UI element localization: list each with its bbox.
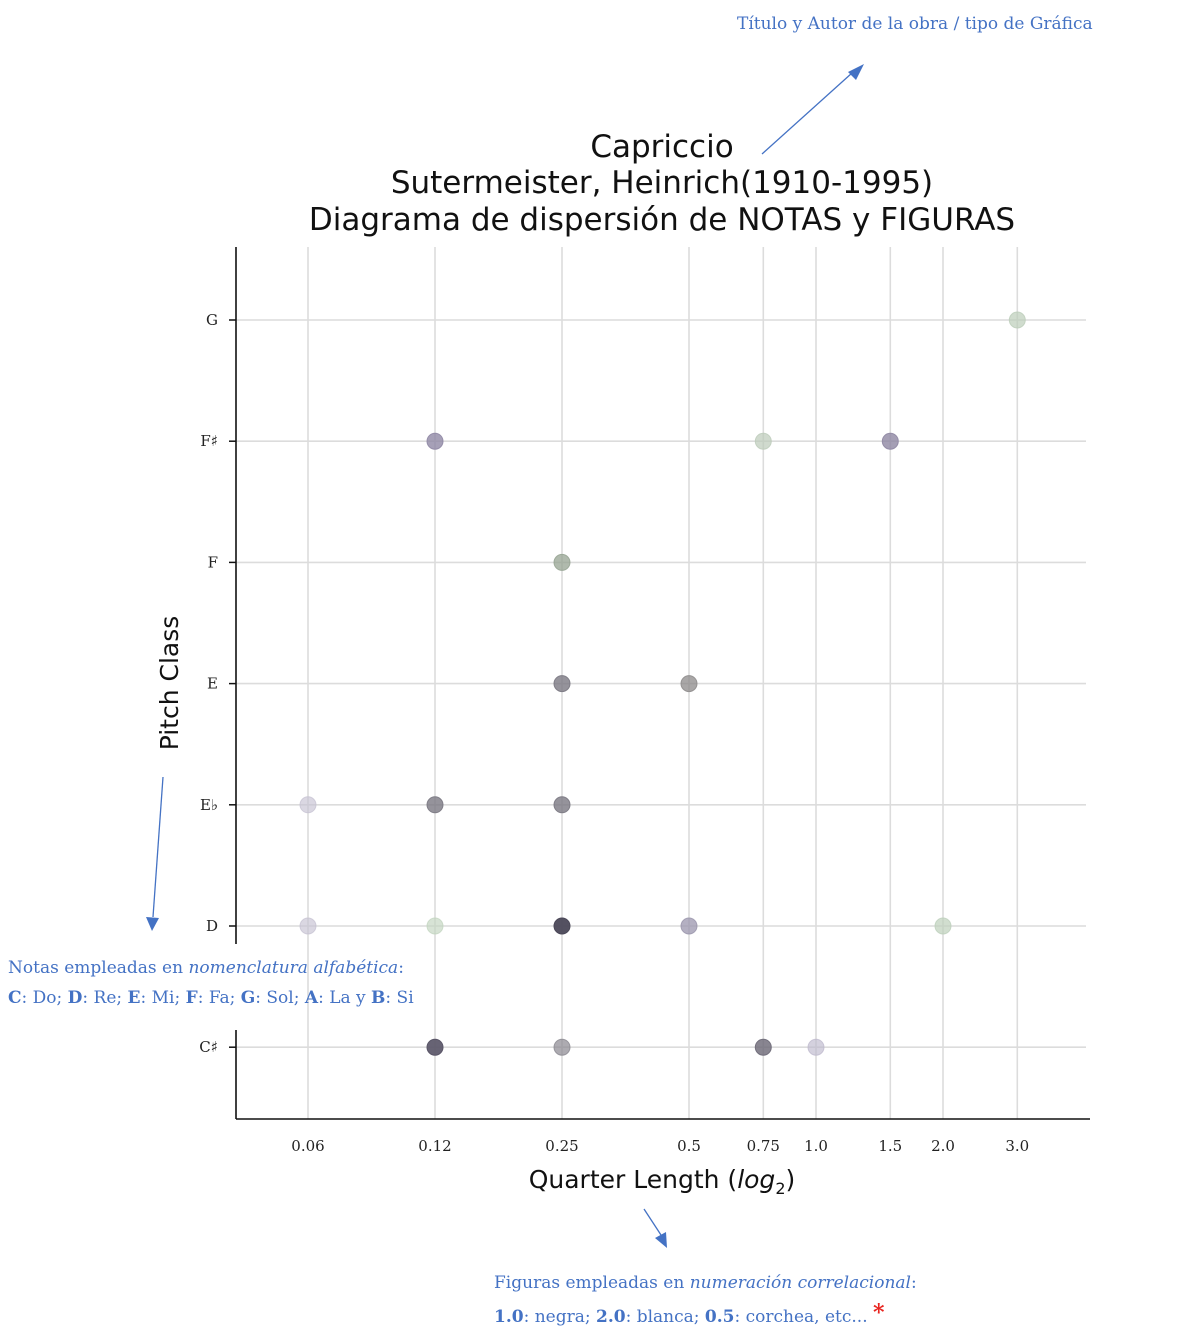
data-point — [426, 917, 444, 935]
x-tick-label: 2.0 — [931, 1137, 955, 1155]
y-axis-label: Pitch Class — [155, 616, 184, 751]
x-tick-label: 0.12 — [418, 1137, 451, 1155]
arrow-to-figures — [643, 1208, 662, 1236]
data-point — [553, 675, 571, 693]
y-tick-label: F♯ — [200, 432, 218, 450]
x-tick-label: 0.25 — [545, 1137, 578, 1155]
y-tick-label: F — [208, 553, 218, 571]
data-point — [299, 796, 317, 814]
chart-title-line-3: Diagrama de dispersión de NOTAS y FIGURA… — [309, 202, 1015, 238]
y-ticks: C♯ D E♭ E F F♯ G — [199, 311, 236, 1056]
data-point — [553, 553, 571, 571]
data-point — [807, 1038, 825, 1056]
chart-title-line-1: Capriccio — [590, 129, 733, 165]
data-point — [1008, 311, 1026, 329]
x-axis-label: Quarter Length (log2) — [529, 1165, 796, 1198]
footnote-asterisk: * — [873, 1300, 885, 1326]
notes-annotation: Notas empleadas en nomenclatura alfabéti… — [8, 953, 414, 1013]
notes-annotation-line-1: Notas empleadas en nomenclatura alfabéti… — [8, 958, 404, 978]
arrow-to-title-head — [848, 64, 864, 80]
x-ticks: 0.06 0.12 0.25 0.5 0.75 1.0 1.5 2.0 3.0 — [291, 1137, 1029, 1155]
annotation-arrows — [146, 64, 864, 1248]
title-annotation: Título y Autor de la obra / tipo de Gráf… — [737, 14, 1093, 34]
axes — [235, 247, 1090, 1120]
data-point — [881, 432, 899, 450]
y-tick-label: D — [206, 917, 218, 935]
data-point — [426, 432, 444, 450]
y-tick-label: C♯ — [199, 1038, 218, 1056]
data-point — [680, 917, 698, 935]
data-points — [299, 311, 1026, 1056]
data-point — [934, 917, 952, 935]
y-tick-label: G — [206, 311, 218, 329]
figures-annotation-line-2: 1.0: negra; 2.0: blanca; 0.5: corchea, e… — [494, 1300, 885, 1327]
arrow-to-notes-head — [146, 917, 159, 931]
notes-annotation-line-2: C: Do; D: Re; E: Mi; F: Fa; G: Sol; A: L… — [8, 988, 414, 1008]
data-point — [299, 917, 317, 935]
arrow-to-figures-head — [655, 1232, 667, 1248]
data-point — [680, 675, 698, 693]
x-tick-label: 3.0 — [1005, 1137, 1029, 1155]
data-point — [553, 1038, 571, 1056]
chart-title-line-2: Sutermeister, Heinrich(1910-1995) — [391, 165, 933, 201]
figures-annotation-line-1: Figuras empleadas en numeración correlac… — [494, 1273, 917, 1293]
grid — [236, 247, 1086, 1119]
x-tick-label: 1.5 — [878, 1137, 902, 1155]
x-tick-label: 1.0 — [804, 1137, 828, 1155]
data-point — [754, 1038, 772, 1056]
x-tick-label: 0.5 — [677, 1137, 701, 1155]
data-point — [553, 917, 571, 935]
x-tick-label: 0.06 — [291, 1137, 324, 1155]
y-tick-label: E♭ — [200, 796, 218, 814]
x-tick-label: 0.75 — [747, 1137, 780, 1155]
data-point — [426, 1038, 444, 1056]
figures-annotation: Figuras empleadas en numeración correlac… — [494, 1268, 917, 1332]
arrow-to-notes — [152, 776, 164, 918]
arrow-to-title — [761, 72, 853, 155]
data-point — [553, 796, 571, 814]
data-point — [754, 432, 772, 450]
y-tick-label: E — [207, 675, 218, 693]
data-point — [426, 796, 444, 814]
